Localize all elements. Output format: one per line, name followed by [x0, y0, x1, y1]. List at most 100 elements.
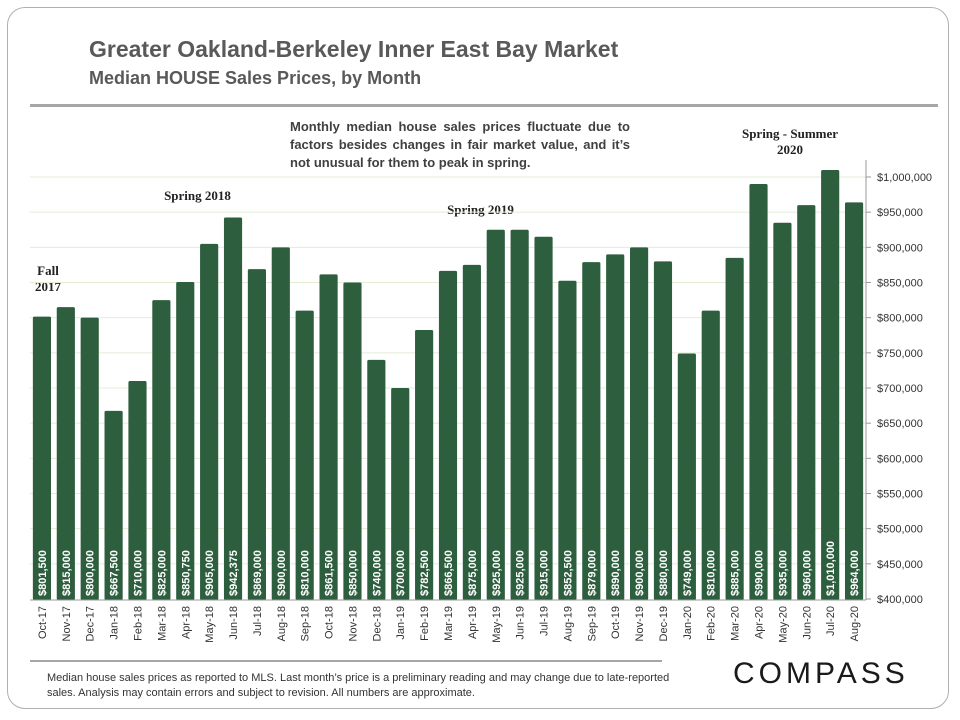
bar — [200, 243, 219, 601]
bar — [319, 274, 338, 600]
y-tick-label: $550,000 — [877, 489, 923, 501]
data-label: $815,000 — [61, 550, 73, 596]
data-label: $880,000 — [658, 550, 670, 596]
x-tick-label: Jan-18 — [109, 606, 121, 640]
footnote: Median house sales prices as reported to… — [47, 672, 670, 699]
x-tick-label: Jun-18 — [228, 606, 240, 640]
x-tick-label: Jul-20 — [825, 606, 837, 636]
x-tick-label: Oct-18 — [324, 606, 336, 639]
y-tick-label: $750,000 — [877, 348, 923, 360]
bar — [223, 217, 243, 600]
x-tick-label: Mar-20 — [730, 606, 742, 641]
bar — [630, 247, 649, 601]
x-tick-label: May-19 — [491, 606, 503, 643]
x-tick-label: Dec-19 — [658, 606, 670, 641]
bar — [104, 410, 123, 600]
y-tick-label: $700,000 — [877, 383, 923, 395]
data-label: $900,000 — [276, 550, 288, 596]
bar — [701, 310, 720, 600]
data-label: $710,000 — [132, 550, 144, 596]
title-divider — [30, 104, 938, 107]
data-label: $900,000 — [634, 550, 646, 596]
data-label: $879,000 — [586, 550, 598, 596]
y-tick-label: $850,000 — [877, 278, 923, 290]
data-label: $810,000 — [300, 550, 312, 596]
data-label: $866,500 — [443, 550, 455, 596]
bar — [56, 307, 75, 600]
bar — [844, 202, 864, 600]
data-label: $850,000 — [347, 550, 359, 596]
data-label: $960,000 — [801, 550, 813, 596]
data-label: $885,000 — [730, 550, 742, 596]
data-label: $852,500 — [562, 550, 574, 596]
x-tick-label: Nov-17 — [61, 606, 73, 641]
data-label: $850,750 — [180, 550, 192, 596]
data-label: $905,000 — [204, 550, 216, 596]
x-tick-label: Mar-18 — [156, 606, 168, 641]
x-tick-label: May-18 — [204, 606, 216, 643]
annotation-spring-2018: Spring 2018 — [164, 188, 231, 203]
x-tick-label: Feb-20 — [706, 606, 718, 641]
data-label: $825,000 — [156, 550, 168, 596]
bar — [677, 353, 696, 600]
bar — [271, 247, 290, 601]
data-label: $925,000 — [491, 550, 503, 596]
x-tick-label: Jun-19 — [515, 606, 527, 640]
explanatory-note: Monthly median house sales prices fluctu… — [290, 119, 630, 170]
x-tick-label: Aug-19 — [562, 606, 574, 641]
bar — [152, 300, 171, 600]
bar — [821, 169, 840, 600]
x-tick-label: Sep-19 — [586, 606, 598, 641]
bar — [32, 316, 52, 600]
x-tick-label: Aug-18 — [276, 606, 288, 641]
data-label: $810,000 — [706, 550, 718, 596]
x-tick-label: Sep-18 — [300, 606, 312, 641]
y-tick-label: $450,000 — [877, 559, 923, 571]
y-tick-label: $800,000 — [877, 313, 923, 325]
x-tick-label: Mar-19 — [443, 606, 455, 641]
bar — [797, 205, 816, 600]
data-label: $800,000 — [85, 550, 97, 596]
bar — [391, 388, 410, 600]
data-label: $935,000 — [777, 550, 789, 596]
bar — [128, 380, 147, 600]
bar — [510, 229, 529, 600]
x-tick-label: Nov-18 — [347, 606, 359, 641]
data-label: $875,000 — [467, 550, 479, 596]
data-label: $861,500 — [324, 550, 336, 596]
x-tick-label: Jan-19 — [395, 606, 407, 640]
x-tick-label: Jun-20 — [801, 606, 813, 640]
data-label: $964,000 — [849, 550, 861, 596]
y-tick-label: $650,000 — [877, 418, 923, 430]
bar — [438, 270, 458, 600]
bar — [462, 264, 481, 600]
data-label: $869,000 — [252, 550, 264, 596]
x-tick-label: Oct-19 — [610, 606, 622, 639]
y-tick-label: $900,000 — [877, 242, 923, 254]
data-label: $915,000 — [539, 550, 551, 596]
annotation-spring-2019: Spring 2019 — [447, 202, 514, 217]
x-tick-label: Jul-19 — [539, 606, 551, 636]
bar — [247, 269, 266, 600]
bar — [653, 261, 673, 600]
data-label: $925,000 — [515, 550, 527, 596]
bar — [749, 184, 768, 601]
x-tick-label: Apr-18 — [180, 606, 192, 639]
data-label: $990,000 — [754, 550, 766, 596]
bar — [295, 310, 314, 600]
page-title: Greater Oakland-Berkeley Inner East Bay … — [89, 36, 619, 62]
y-tick-label: $500,000 — [877, 524, 923, 536]
x-tick-label: Apr-19 — [467, 606, 479, 639]
x-tick-label: Nov-19 — [634, 606, 646, 641]
bar — [558, 280, 577, 600]
x-tick-label: Aug-20 — [849, 606, 861, 641]
data-label: $1,010,000 — [825, 541, 837, 596]
bar — [725, 257, 744, 600]
x-tick-label: Apr-20 — [754, 606, 766, 639]
data-label: $890,000 — [610, 550, 622, 596]
bar — [176, 281, 195, 600]
annotation-spring-summer-2020: Spring - Summer 2020 — [741, 126, 839, 157]
data-label: $749,000 — [682, 550, 694, 596]
compass-logo: COMPASS — [733, 657, 909, 690]
